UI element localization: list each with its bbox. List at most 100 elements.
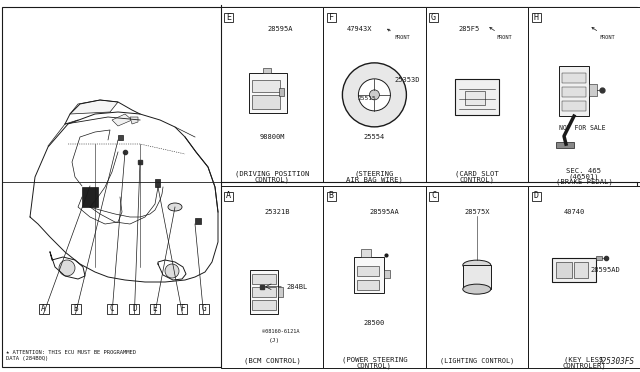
Bar [263,68,271,73]
Bar [323,7,426,182]
Bar [589,84,597,96]
Text: D: D [132,304,137,313]
Text: D: D [534,192,538,201]
Bar [429,13,438,22]
Bar [326,192,336,201]
Text: AIR BAG WIRE): AIR BAG WIRE) [346,176,403,183]
Text: E: E [152,304,157,313]
Text: 25353D: 25353D [394,77,420,83]
Text: E: E [227,13,231,22]
Bar [221,186,323,368]
Text: 28595A: 28595A [268,26,292,32]
Bar [249,73,287,113]
Circle shape [59,260,75,276]
Text: B: B [329,192,333,201]
Bar [323,186,426,368]
Text: (BRAKE PEDAL): (BRAKE PEDAL) [556,178,612,185]
Bar [155,179,160,187]
Text: FRONT: FRONT [490,28,513,40]
Text: 25321B: 25321B [264,209,290,215]
Bar [528,7,640,182]
Circle shape [165,264,179,278]
Text: FRONT: FRONT [592,28,614,40]
Text: A: A [41,304,46,313]
Text: CONTROL): CONTROL) [255,176,289,183]
Text: FRONT: FRONT [387,29,410,40]
Text: 28595AA: 28595AA [369,209,399,215]
Bar [326,13,336,22]
Bar [224,13,234,22]
Bar [195,218,201,224]
Bar [556,142,574,148]
Text: NOT FOR SALE: NOT FOR SALE [559,125,605,131]
Text: C: C [109,304,115,313]
Bar [556,262,572,278]
Text: 285F5: 285F5 [458,26,479,32]
Bar [562,87,586,97]
Bar [562,73,586,83]
Ellipse shape [463,260,491,270]
Text: 47943X: 47943X [347,26,372,32]
Text: ★ ATTENTION: THIS ECU MUST BE PROGRAMMED
DATA (284B0Q): ★ ATTENTION: THIS ECU MUST BE PROGRAMMED… [6,350,136,361]
Text: (POWER STEERING: (POWER STEERING [342,356,407,363]
Text: CONTROLER): CONTROLER) [562,362,606,369]
Bar [596,256,602,260]
Bar [574,262,588,278]
Bar [221,7,323,182]
Text: 28500: 28500 [364,320,385,326]
Bar [198,304,209,314]
Bar [426,7,528,182]
Bar [531,13,541,22]
Text: (LIGHTING CONTROL): (LIGHTING CONTROL) [440,357,514,363]
Bar [463,265,491,289]
Bar [552,258,596,282]
Text: H: H [534,13,538,22]
Text: J25303FS: J25303FS [597,357,634,366]
Text: (STEERING: (STEERING [355,170,394,177]
Text: 28575X: 28575X [464,209,490,215]
Bar [224,192,234,201]
Bar [177,304,188,314]
Bar [82,187,98,207]
Text: F: F [180,304,185,313]
Text: (J): (J) [268,339,280,343]
Polygon shape [112,114,132,126]
Ellipse shape [168,203,182,211]
Bar [252,287,276,297]
Bar [531,192,541,201]
Bar [455,79,499,115]
Circle shape [369,90,380,100]
Text: 25515: 25515 [357,96,376,101]
Bar [252,274,276,284]
Text: 284BL: 284BL [286,284,307,290]
Text: B: B [73,304,78,313]
Text: F: F [329,13,333,22]
Text: C: C [431,192,436,201]
Text: SEC. 465: SEC. 465 [566,168,602,174]
Text: (CARD SLOT: (CARD SLOT [455,170,499,177]
Bar [385,270,390,279]
Bar [118,135,123,140]
Bar [252,95,280,109]
Text: 40740: 40740 [563,209,584,215]
Bar [357,266,380,276]
Text: 98800M: 98800M [259,134,285,140]
Circle shape [358,79,390,111]
Bar [250,270,278,314]
Text: 28595AD: 28595AD [590,267,620,273]
Polygon shape [70,100,118,114]
Polygon shape [130,117,138,124]
Text: (46501): (46501) [569,173,599,180]
Bar [562,101,586,111]
Bar [252,80,280,92]
Bar [357,280,380,291]
Bar [107,304,117,314]
Bar [252,300,276,310]
Bar [559,66,589,116]
Text: A: A [227,192,231,201]
Bar [429,192,438,201]
Text: G: G [431,13,436,22]
Bar [528,186,640,368]
Bar [279,89,284,96]
Circle shape [342,63,406,127]
